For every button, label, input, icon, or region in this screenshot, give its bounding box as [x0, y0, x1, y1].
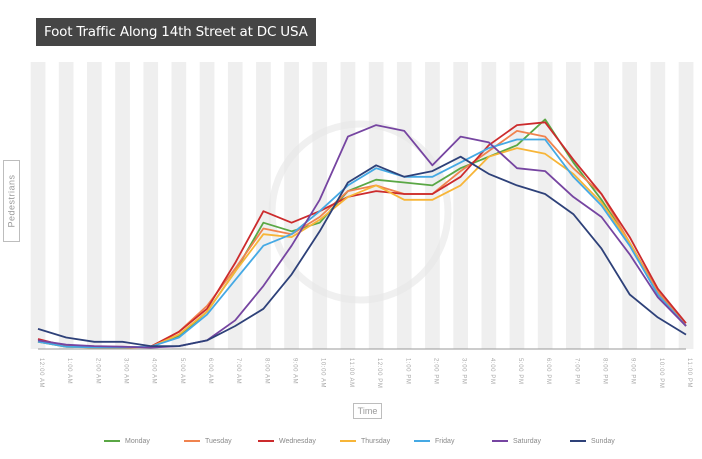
background-band	[171, 62, 187, 349]
legend-item-thursday: Thursday	[340, 434, 390, 448]
x-tick-label: 3:00 AM	[123, 358, 129, 384]
background-band	[284, 62, 299, 349]
legend: Monday Tuesday Wednesday Thursday Friday Satu…	[0, 434, 702, 448]
x-tick-label: 12:00 PM	[376, 358, 382, 388]
background-band	[566, 62, 581, 349]
background-band	[622, 62, 637, 349]
background-band	[340, 62, 356, 349]
legend-label: Sunday	[591, 437, 615, 445]
x-tick-label: 2:00 PM	[432, 358, 438, 385]
background-band	[227, 62, 243, 349]
background-band	[143, 62, 159, 349]
background-band	[481, 62, 497, 349]
legend-swatch	[258, 440, 274, 442]
x-tick-label: 10:00 PM	[658, 358, 664, 388]
legend-item-wednesday: Wednesday	[258, 434, 316, 448]
legend-item-tuesday: Tuesday	[184, 434, 232, 448]
x-tick-label: 6:00 PM	[545, 358, 551, 385]
series-line-wednesday	[37, 121, 687, 349]
series-line-sunday	[37, 155, 687, 348]
series-line-saturday	[37, 124, 687, 349]
x-axis-label: Time	[353, 403, 382, 419]
x-tick-label: 1:00 AM	[66, 358, 72, 384]
x-tick-label: 1:00 PM	[404, 358, 410, 385]
background-band	[256, 62, 271, 349]
legend-swatch	[104, 440, 120, 442]
legend-item-friday: Friday	[414, 434, 454, 448]
x-tick-label: 10:00 AM	[320, 358, 326, 388]
x-tick-label: 5:00 PM	[517, 358, 523, 385]
background-band	[58, 62, 74, 349]
background-band	[396, 62, 412, 349]
x-tick-label: 2:00 AM	[94, 358, 100, 384]
legend-item-saturday: Saturday	[492, 434, 541, 448]
background-band	[368, 62, 384, 349]
legend-swatch	[414, 440, 430, 442]
x-tick-labels: 12:00 AM 1:00 AM 2:00 AM 3:00 AM 4:00 AM 5:00…	[38, 358, 692, 388]
background-band	[199, 62, 215, 349]
legend-swatch	[570, 440, 586, 442]
x-tick-label: 12:00 AM	[38, 358, 44, 388]
background-band	[87, 62, 102, 349]
legend-label: Friday	[435, 437, 455, 445]
legend-swatch	[340, 440, 356, 442]
y-axis-label-box: Pedestrians	[3, 160, 20, 242]
background-band	[115, 62, 130, 349]
x-tick-label: 8:00 AM	[263, 358, 269, 384]
x-tick-label: 6:00 AM	[207, 358, 213, 384]
x-tick-label: 9:00 AM	[292, 358, 298, 384]
background-band	[650, 62, 666, 349]
legend-swatch	[184, 440, 200, 442]
x-tick-label: 5:00 AM	[179, 358, 185, 384]
chart-title: Foot Traffic Along 14th Street at DC USA	[36, 18, 316, 46]
legend-item-sunday: Sunday	[570, 434, 615, 448]
legend-label: Thursday	[361, 437, 391, 445]
background-band	[30, 62, 46, 349]
x-tick-label: 9:00 PM	[630, 358, 636, 385]
x-tick-label: 4:00 AM	[151, 358, 157, 384]
background-band	[537, 62, 553, 349]
series-line-friday	[37, 138, 687, 349]
background-band	[678, 62, 694, 349]
x-tick-label: 7:00 PM	[573, 358, 579, 385]
x-tick-label: 3:00 PM	[461, 358, 467, 385]
background-band	[425, 62, 440, 349]
legend-label: Saturday	[513, 437, 542, 445]
legend-label: Tuesday	[205, 437, 232, 445]
watermark-logo	[268, 120, 452, 304]
y-axis-label: Pedestrians	[6, 174, 17, 228]
background-bands	[30, 62, 694, 349]
x-tick-label: 11:00 PM	[686, 358, 692, 388]
background-band	[453, 62, 468, 349]
series-line-tuesday	[37, 129, 687, 349]
x-tick-label: 4:00 PM	[489, 358, 495, 385]
x-tick-label: 11:00 AM	[348, 358, 354, 388]
series-lines	[37, 118, 687, 349]
x-tick-label: 8:00 PM	[601, 358, 607, 385]
legend-swatch	[492, 440, 508, 442]
legend-label: Monday	[125, 437, 150, 445]
legend-label: Wednesday	[279, 437, 316, 445]
background-band	[509, 62, 525, 349]
legend-item-monday: Monday	[104, 434, 150, 448]
x-tick-label: 7:00 AM	[235, 358, 241, 384]
